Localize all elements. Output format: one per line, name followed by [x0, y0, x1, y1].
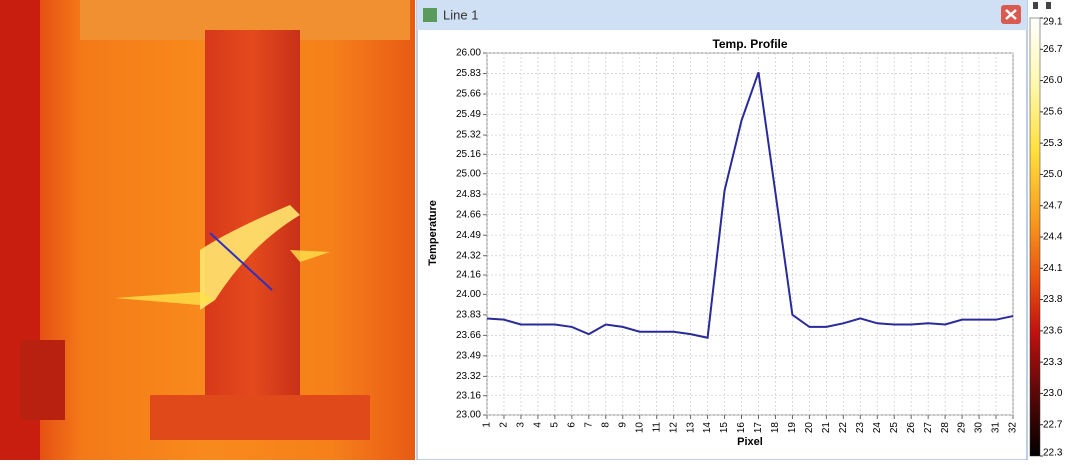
chart-window: Line 1 Temp. Profile Temperature Pixel 2… [416, 0, 1028, 461]
x-tick-label: 32 [1008, 422, 1019, 434]
x-tick-label: 27 [923, 422, 934, 434]
colorbar-label: 23.0 [1043, 388, 1063, 399]
x-tick-label: 25 [889, 422, 900, 434]
y-tick-label: 23.00 [456, 410, 481, 421]
colorbar-label: 26.7 [1043, 44, 1063, 55]
y-tick-label: 24.00 [456, 289, 481, 300]
colorbar-label: 25.3 [1043, 138, 1063, 149]
x-tick-label: 12 [668, 422, 679, 434]
y-tick-label: 25.00 [456, 168, 481, 179]
title-bar [417, 0, 1027, 30]
hot-spot [115, 292, 215, 305]
x-tick-label: 14 [702, 422, 713, 434]
close-icon[interactable] [1005, 9, 1017, 20]
y-tick-label: 24.66 [456, 209, 481, 220]
colorbar-label: 26.0 [1043, 75, 1063, 86]
y-axis-label: Temperature [427, 200, 439, 266]
y-tick-label: 24.49 [456, 230, 481, 241]
data-line [486, 71, 1014, 339]
y-tick-label: 25.83 [456, 68, 481, 79]
x-tick-label: 16 [736, 422, 747, 434]
plot: 23.00 23.16 23.32 23.49 23.66 23.83 24.00 24.16… [456, 48, 1019, 433]
colorbar-label: 22.7 [1043, 419, 1063, 430]
y-tick-label: 23.49 [456, 351, 481, 362]
y-tick-label: 24.16 [456, 270, 481, 281]
colorbar-label: 24.1 [1043, 263, 1063, 274]
x-tick-label: 4 [533, 422, 544, 428]
colorbar-label: 23.6 [1043, 325, 1063, 336]
hot-crack [200, 205, 300, 310]
x-tick-label: 9 [617, 422, 628, 428]
window-title: Line 1 [443, 7, 478, 22]
colorbar-label: 24.7 [1043, 200, 1063, 211]
y-tick-label: 25.16 [456, 149, 481, 160]
y-tick-label: 23.66 [456, 330, 481, 341]
colorbar-label: 22.3 [1043, 448, 1063, 459]
colorbar-label: 25.0 [1043, 169, 1063, 180]
bracket [20, 340, 65, 420]
x-tick-label: 1 [482, 422, 493, 428]
hot-spot [290, 250, 330, 262]
x-tick-label: 11 [651, 422, 662, 433]
window-icon [423, 8, 437, 22]
colorbar-gradient [1029, 17, 1041, 457]
colorbar-label: 24.4 [1043, 232, 1063, 243]
x-tick-label: 3 [516, 422, 527, 428]
x-tick-label: 10 [634, 422, 645, 434]
toolbar-icon [1046, 2, 1051, 9]
colorbar-label: 23.3 [1043, 357, 1063, 368]
x-tick-label: 6 [566, 422, 577, 428]
x-tick-label: 8 [600, 422, 611, 428]
colorbar-label: 25.6 [1043, 106, 1063, 117]
y-tick-label: 26.00 [456, 48, 481, 59]
x-tick-label: 20 [804, 422, 815, 434]
close-button[interactable] [1001, 5, 1021, 24]
thermal-image [0, 0, 415, 460]
x-tick-label: 22 [838, 422, 849, 434]
x-tick-label: 7 [583, 422, 594, 428]
x-tick-label: 13 [685, 422, 696, 434]
y-tick-label: 25.49 [456, 109, 481, 120]
colorbar: 29.1 26.7 26.0 25.6 25.3 25.0 24.7 24.4 24.1 23.8… [1029, 0, 1068, 460]
x-tick-label: 26 [906, 422, 917, 434]
y-tick-label: 25.32 [456, 130, 481, 141]
x-tick-label: 18 [770, 422, 781, 434]
plot-area [486, 52, 1014, 416]
y-tick-label: 23.83 [456, 309, 481, 320]
toolbar-icon [1033, 2, 1038, 9]
y-tick-label: 24.32 [456, 250, 481, 261]
x-tick-label: 19 [787, 422, 798, 434]
x-tick-label: 15 [719, 422, 730, 434]
y-tick-label: 25.66 [456, 89, 481, 100]
x-tick-label: 2 [499, 422, 510, 428]
y-tick-label: 23.16 [456, 390, 481, 401]
x-tick-label: 29 [957, 422, 968, 434]
x-axis-label: Pixel [737, 436, 763, 448]
colorbar-label: 23.8 [1043, 294, 1063, 305]
profile-line [209, 232, 273, 291]
y-tick-label: 23.32 [456, 371, 481, 382]
x-tick-label: 21 [821, 422, 832, 434]
x-tick-label: 31 [991, 422, 1002, 434]
colorbar-label: 29.1 [1043, 17, 1063, 28]
chart-title: Temp. Profile [712, 37, 787, 51]
x-tick-label: 30 [974, 422, 985, 434]
x-tick-label: 17 [753, 422, 764, 434]
x-tick-label: 28 [940, 422, 951, 434]
clamp-bottom [150, 395, 370, 440]
x-tick-label: 5 [550, 422, 561, 428]
y-tick-label: 24.83 [456, 189, 481, 200]
x-tick-label: 24 [872, 422, 883, 434]
x-tick-label: 23 [855, 422, 866, 434]
